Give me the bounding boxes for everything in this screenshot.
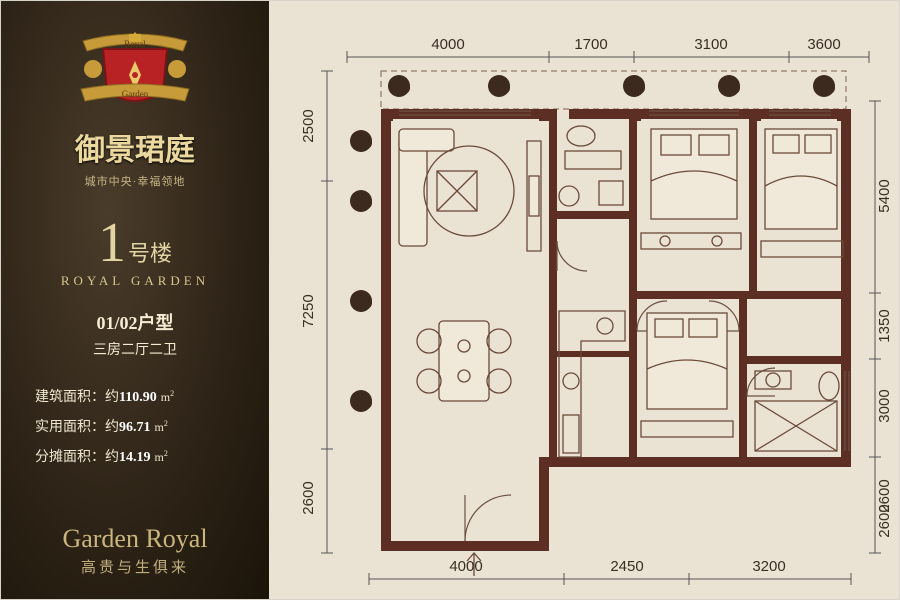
shrub-icon (350, 130, 372, 152)
area-unit: m2 (155, 450, 168, 464)
building-name-en: ROYAL GARDEN (1, 273, 269, 289)
brand-name-cn: 御景珺庭 (1, 125, 269, 169)
doors (465, 241, 775, 541)
tagline-block: Garden Royal 高贵与生俱来 (1, 524, 269, 577)
svg-text:2450: 2450 (610, 558, 643, 575)
svg-text:4000: 4000 (431, 36, 464, 53)
svg-text:1700: 1700 (574, 36, 607, 53)
area-value: 96.71 (119, 420, 151, 435)
svg-text:3100: 3100 (694, 36, 727, 53)
building-block: 1号楼 ROYAL GARDEN (1, 215, 269, 289)
svg-text:2500: 2500 (300, 109, 317, 142)
area-value: 14.19 (119, 450, 151, 465)
layout-root: Royal Garden 御景珺庭 城市中央·幸福领地 1号楼 ROYAL GA… (0, 0, 900, 600)
svg-text:3200: 3200 (752, 558, 785, 575)
svg-text:3600: 3600 (807, 36, 840, 53)
shrub-icon (350, 290, 372, 312)
balcony-outline (381, 71, 846, 109)
area-table: 建筑面积：约110.90 m2 实用面积：约96.71 m2 分摊面积：约14.19… (35, 381, 235, 471)
tagline-script: Garden Royal (1, 524, 269, 554)
unit-block: 01/02户型 三房二厅二卫 (1, 309, 269, 359)
area-label: 建筑面积：约 (35, 390, 119, 405)
brand-crest: Royal Garden (75, 19, 195, 119)
building-number: 1 (98, 215, 126, 271)
area-value: 110.90 (119, 390, 157, 405)
area-unit: m2 (161, 390, 174, 404)
crest-text-bottom: Garden (122, 89, 149, 99)
area-row: 建筑面积：约110.90 m2 (35, 381, 235, 411)
shrub-icon (488, 75, 510, 97)
area-label: 分摊面积：约 (35, 450, 119, 465)
building-suffix: 号楼 (128, 236, 172, 268)
area-label: 实用面积：约 (35, 420, 119, 435)
svg-text:3000: 3000 (876, 389, 893, 422)
shrub-icon (350, 390, 372, 412)
svg-text:2600: 2600 (876, 504, 893, 537)
info-panel: Royal Garden 御景珺庭 城市中央·幸福领地 1号楼 ROYAL GA… (1, 1, 269, 599)
svg-text:5400: 5400 (876, 179, 893, 212)
unit-rooms: 三房二厅二卫 (1, 339, 269, 359)
shrub-icon (718, 75, 740, 97)
shrub-icon (623, 75, 645, 97)
shrub-icon (350, 190, 372, 212)
floorplan-panel: 4000 1700 3100 3600 4000 2450 3200 2500 7250 26… (269, 1, 899, 599)
svg-text:7250: 7250 (300, 294, 317, 327)
tagline-cn: 高贵与生俱来 (1, 556, 269, 577)
svg-text:4000: 4000 (449, 558, 482, 575)
floorplan-svg: 4000 1700 3100 3600 4000 2450 3200 2500 7250 26… (269, 1, 899, 599)
area-row: 分摊面积：约14.19 m2 (35, 441, 235, 471)
svg-text:1350: 1350 (876, 309, 893, 342)
brand-name-sub: 城市中央·幸福领地 (1, 173, 269, 189)
unit-code: 01/02户型 (1, 309, 269, 335)
shrub-icon (813, 75, 835, 97)
area-unit: m2 (155, 420, 168, 434)
svg-text:2600: 2600 (300, 481, 317, 514)
area-row: 实用面积：约96.71 m2 (35, 411, 235, 441)
shrub-icon (388, 75, 410, 97)
